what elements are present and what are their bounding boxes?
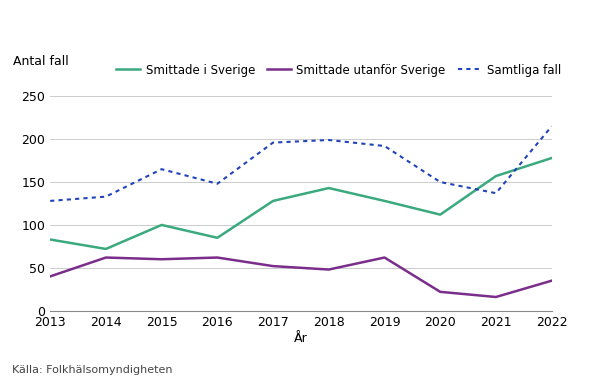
Samtliga fall	[492, 191, 500, 196]
Smittade i Sverige	[325, 186, 332, 190]
Smittade i Sverige	[158, 222, 165, 227]
Smittade utanför Sverige	[437, 290, 444, 294]
Text: Källa: Folkhälsomyndigheten: Källa: Folkhälsomyndigheten	[12, 365, 172, 375]
Line: Smittade utanför Sverige: Smittade utanför Sverige	[50, 258, 552, 297]
Samtliga fall	[381, 144, 388, 148]
Smittade utanför Sverige	[325, 267, 332, 272]
Smittade i Sverige	[381, 199, 388, 203]
Samtliga fall	[102, 194, 110, 199]
Samtliga fall	[158, 167, 165, 171]
Line: Smittade i Sverige: Smittade i Sverige	[50, 158, 552, 249]
Line: Samtliga fall: Samtliga fall	[50, 126, 552, 201]
Text: Antal fall: Antal fall	[13, 55, 68, 68]
Smittade i Sverige	[102, 247, 110, 251]
X-axis label: År: År	[294, 332, 308, 345]
Smittade utanför Sverige	[269, 264, 276, 268]
Smittade i Sverige	[214, 235, 221, 240]
Legend: Smittade i Sverige, Smittade utanför Sverige, Samtliga fall: Smittade i Sverige, Smittade utanför Sve…	[116, 64, 561, 77]
Samtliga fall	[437, 180, 444, 184]
Smittade utanför Sverige	[548, 279, 555, 283]
Samtliga fall	[325, 138, 332, 142]
Samtliga fall	[548, 124, 555, 128]
Samtliga fall	[214, 182, 221, 186]
Smittade utanför Sverige	[492, 295, 500, 299]
Smittade utanför Sverige	[47, 274, 54, 279]
Smittade i Sverige	[269, 199, 276, 203]
Samtliga fall	[47, 199, 54, 203]
Smittade utanför Sverige	[102, 255, 110, 260]
Smittade i Sverige	[437, 212, 444, 217]
Smittade i Sverige	[492, 174, 500, 178]
Smittade i Sverige	[47, 237, 54, 242]
Samtliga fall	[269, 140, 276, 145]
Smittade utanför Sverige	[214, 255, 221, 260]
Smittade i Sverige	[548, 156, 555, 160]
Smittade utanför Sverige	[158, 257, 165, 262]
Smittade utanför Sverige	[381, 255, 388, 260]
